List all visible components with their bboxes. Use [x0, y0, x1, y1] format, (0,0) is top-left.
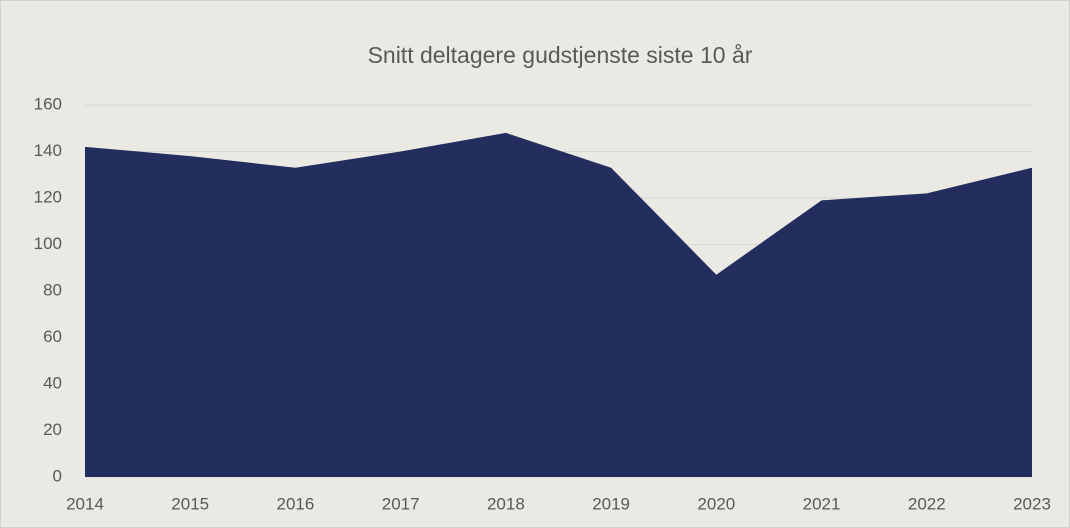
x-tick-label: 2017 [382, 494, 420, 513]
y-tick-label: 60 [43, 327, 62, 346]
x-tick-label: 2018 [487, 494, 525, 513]
y-tick-label: 140 [34, 141, 62, 160]
x-tick-label: 2021 [803, 494, 841, 513]
x-tick-label: 2016 [277, 494, 315, 513]
y-tick-label: 40 [43, 373, 62, 392]
x-tick-label: 2020 [697, 494, 735, 513]
x-tick-label: 2022 [908, 494, 946, 513]
y-tick-label: 0 [53, 466, 62, 485]
x-tick-label: 2015 [171, 494, 209, 513]
y-tick-label: 100 [34, 234, 62, 253]
x-tick-label: 2023 [1013, 494, 1051, 513]
y-tick-label: 160 [34, 94, 62, 113]
x-tick-label: 2014 [66, 494, 104, 513]
y-tick-label: 80 [43, 280, 62, 299]
area [85, 132, 1032, 477]
x-tick-label: 2019 [592, 494, 630, 513]
chart-title: Snitt deltagere gudstjenste siste 10 år [368, 42, 753, 68]
y-tick-label: 120 [34, 187, 62, 206]
y-tick-label: 20 [43, 420, 62, 439]
